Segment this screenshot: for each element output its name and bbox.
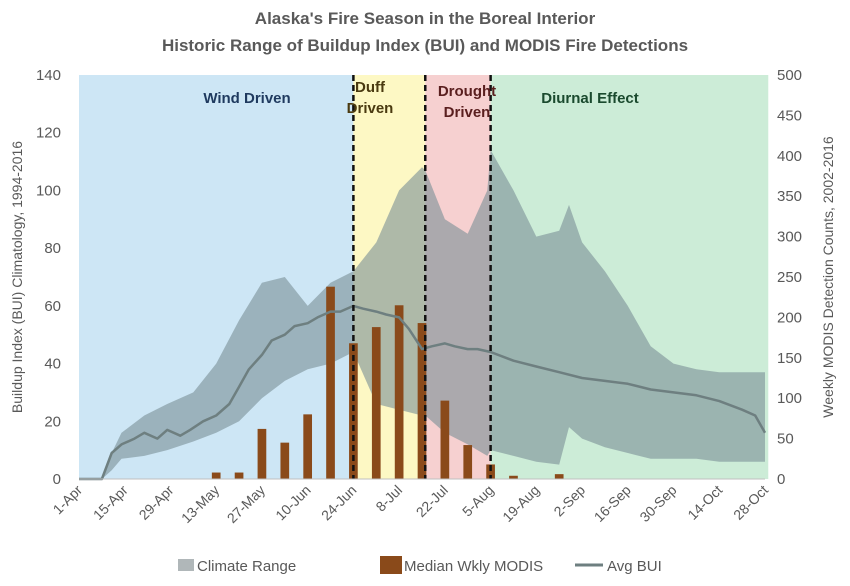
x-tick-label: 24-Jun <box>318 482 360 524</box>
x-tick-label: 16-Sep <box>591 482 634 525</box>
modis-bar <box>234 472 244 479</box>
legend: Climate Range Median Wkly MODIS Avg BUI <box>178 556 662 575</box>
x-tick-label: 27-May <box>224 482 268 526</box>
y-tick-label: 120 <box>36 125 61 142</box>
y-tick-label: 20 <box>44 413 61 430</box>
y2-tick-label: 150 <box>777 350 802 367</box>
modis-bar <box>554 474 564 479</box>
avg-bui-line <box>79 304 767 481</box>
region-label-0: Wind Driven <box>203 90 290 107</box>
climate-range-area <box>79 150 765 479</box>
legend-swatch-climate-range <box>178 559 194 571</box>
modis-bar <box>326 286 335 479</box>
y-axis-label: Buildup Index (BUI) Climatology, 1994-20… <box>9 141 25 413</box>
y-tick-label: 100 <box>36 182 61 199</box>
region-labels: Wind Driven Duff Driven Drought Driven Diurna… <box>203 79 638 121</box>
y2-tick-label: 450 <box>777 107 802 124</box>
modis-bar <box>463 445 473 479</box>
chart-title: Alaska's Fire Season in the Boreal Inter… <box>255 9 596 28</box>
x-tick-label: 30-Sep <box>636 482 679 525</box>
modis-bar <box>349 343 358 479</box>
legend-label-climate-range: Climate Range <box>197 558 296 575</box>
y2-tick-label: 200 <box>777 309 802 326</box>
x-tick-label: 8-Jul <box>372 482 405 515</box>
y2-tick-label: 300 <box>777 229 802 246</box>
x-tick-label: 5-Aug <box>459 482 497 520</box>
y-tick-label: 80 <box>44 240 61 257</box>
y2-axis-label: Weekly MODIS Detection Counts, 2002-2016 <box>820 136 836 418</box>
modis-bar <box>211 472 221 479</box>
chart-subtitle: Historic Range of Buildup Index (BUI) an… <box>162 36 688 55</box>
x-tick-label: 15-Apr <box>90 482 131 523</box>
modis-bar <box>509 475 518 479</box>
y-tick-label: 40 <box>44 356 61 373</box>
avg-bui-series <box>79 304 767 481</box>
legend-label-avg-bui: Avg BUI <box>607 558 662 575</box>
region-dividers <box>352 75 492 479</box>
climate-range-band <box>79 150 765 479</box>
y2-tick-label: 100 <box>777 390 802 407</box>
x-tick-label: 22-Jul <box>413 482 451 520</box>
y2-tick-label: 50 <box>777 431 794 448</box>
x-tick-label: 14-Oct <box>684 482 725 523</box>
modis-bar <box>257 428 267 479</box>
y2-tick-label: 400 <box>777 148 802 165</box>
legend-swatch-modis <box>380 556 402 574</box>
y-tick-label: 140 <box>36 67 61 84</box>
modis-bar <box>394 305 404 479</box>
modis-bar <box>486 464 495 479</box>
y-tick-label: 0 <box>53 471 61 488</box>
y-tick-label: 60 <box>44 298 61 315</box>
x-tick-label: 10-Jun <box>272 482 314 524</box>
x-tick-label: 13-May <box>178 482 222 526</box>
modis-bar <box>371 327 381 479</box>
x-tick-label: 2-Sep <box>550 482 588 520</box>
modis-bars <box>211 286 564 479</box>
modis-bar <box>303 414 313 479</box>
region-label-1: Duff Driven <box>347 79 394 117</box>
legend-label-modis: Median Wkly MODIS <box>404 558 543 575</box>
modis-bar <box>440 400 450 479</box>
modis-bar <box>280 442 290 479</box>
x-tick-label: 19-Aug <box>499 482 542 525</box>
region-label-2: Drought Driven <box>438 83 496 121</box>
modis-bar <box>417 323 427 479</box>
y2-tick-label: 350 <box>777 188 802 205</box>
y2-tick-label: 500 <box>777 67 802 84</box>
region-label-3: Diurnal Effect <box>541 90 639 107</box>
y2-tick-label: 0 <box>777 471 785 488</box>
y2-tick-label: 250 <box>777 269 802 286</box>
x-tick-label: 28-Oct <box>730 482 771 523</box>
x-tick-label: 29-Apr <box>136 482 177 523</box>
